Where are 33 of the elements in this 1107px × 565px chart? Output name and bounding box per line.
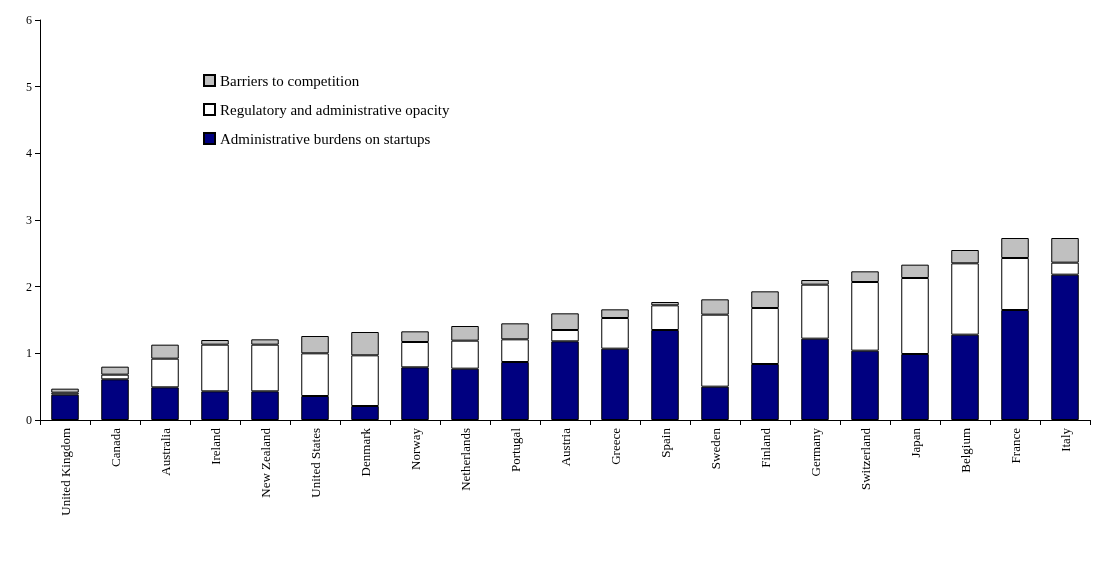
- x-tick-label: France: [1007, 427, 1023, 464]
- y-tick-label: 5: [26, 79, 32, 94]
- y-tick-label: 2: [26, 279, 32, 294]
- x-tick-label: Sweden: [707, 427, 723, 470]
- x-tick-label: Ireland: [207, 427, 223, 465]
- x-tick-label: United Kingdom: [57, 428, 73, 516]
- x-tick-label: Portugal: [507, 427, 523, 473]
- x-tick-label: New Zealand: [257, 427, 273, 498]
- x-tick-label: Canada: [107, 427, 123, 467]
- y-tick-label: 3: [26, 213, 32, 227]
- y-tick-label: 1: [26, 346, 32, 361]
- x-tick-label: Italy: [1057, 427, 1073, 452]
- y-tick-label: 4: [26, 146, 32, 161]
- x-tick-label: Japan: [907, 427, 923, 458]
- legend-label: Barriers to competition: [220, 72, 360, 89]
- y-tick-label: 0: [26, 413, 32, 427]
- y-tick-label: 6: [26, 13, 32, 27]
- x-tick-label: Greece: [607, 427, 623, 465]
- x-tick-label: Spain: [657, 427, 673, 458]
- legend-label: Administrative burdens on startups: [220, 130, 431, 147]
- bar: [51, 388, 79, 393]
- x-tick-label: Denmark: [357, 427, 373, 477]
- x-tick-label: United States: [307, 428, 323, 498]
- x-tick-label: Netherlands: [457, 428, 473, 491]
- x-tick-label: Finland: [757, 427, 773, 468]
- x-tick-label: Switzerland: [857, 427, 873, 491]
- x-tick-label: Australia: [157, 427, 173, 476]
- x-tick-label: Austria: [557, 427, 573, 467]
- x-tick-label: Belgium: [957, 428, 973, 473]
- x-tick-label: Norway: [407, 427, 423, 470]
- bar: [101, 366, 129, 375]
- legend-label: Regulatory and administrative opacity: [220, 101, 451, 118]
- x-tick-label: Germany: [807, 427, 823, 477]
